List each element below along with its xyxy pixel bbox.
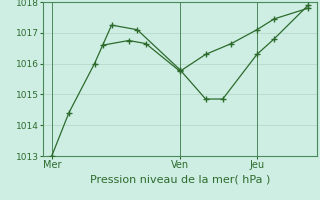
- X-axis label: Pression niveau de la mer( hPa ): Pression niveau de la mer( hPa ): [90, 174, 270, 184]
